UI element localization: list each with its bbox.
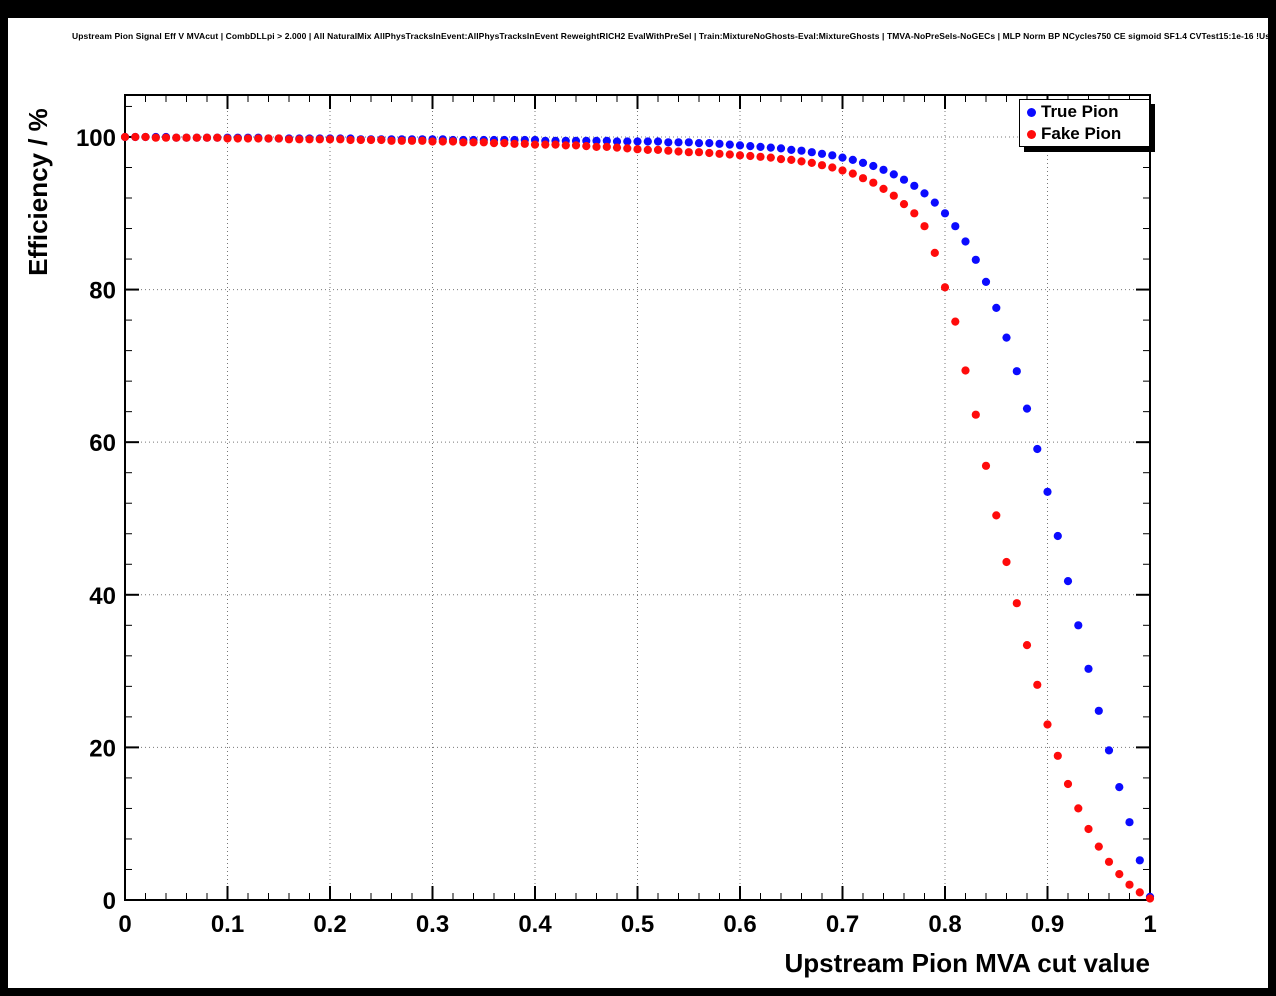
svg-text:20: 20 <box>89 735 116 762</box>
svg-text:0.5: 0.5 <box>621 911 654 938</box>
plot-title: Upstream Pion Signal Eff V MVAcut | Comb… <box>72 31 1276 41</box>
svg-text:0.3: 0.3 <box>416 911 449 938</box>
fake-pion-marker-icon <box>1027 129 1036 139</box>
svg-text:60: 60 <box>89 430 116 457</box>
true-pion-marker-icon <box>1027 107 1036 117</box>
svg-text:0.1: 0.1 <box>211 911 244 938</box>
svg-text:0: 0 <box>118 911 131 938</box>
svg-text:0.2: 0.2 <box>313 911 346 938</box>
legend-item-true-pion: True Pion <box>1027 102 1149 122</box>
svg-text:100: 100 <box>76 125 116 152</box>
svg-text:0.9: 0.9 <box>1031 911 1064 938</box>
svg-text:80: 80 <box>89 278 116 305</box>
series-layer <box>120 132 1155 903</box>
svg-text:0.4: 0.4 <box>518 911 552 938</box>
svg-text:0: 0 <box>103 888 116 915</box>
svg-text:0.7: 0.7 <box>826 911 859 938</box>
x-axis-title: Upstream Pion MVA cut value <box>784 948 1150 978</box>
svg-text:0.8: 0.8 <box>928 911 961 938</box>
svg-text:1: 1 <box>1143 911 1156 938</box>
legend-label-true-pion: True Pion <box>1041 102 1119 121</box>
legend: True Pion Fake Pion <box>1019 99 1150 147</box>
tick-labels-layer: 0 0.1 0.2 0.3 0.4 0.5 0.6 0.7 0.8 0.9 1 0 20 40 60 80 10… <box>76 125 1157 938</box>
series-fake-pion <box>120 132 1155 903</box>
svg-text:40: 40 <box>89 583 116 610</box>
y-axis-title: Efficiency / % <box>23 108 53 276</box>
grid-layer <box>125 95 1150 900</box>
svg-text:0.6: 0.6 <box>723 911 756 938</box>
legend-item-fake-pion: Fake Pion <box>1027 124 1149 144</box>
legend-label-fake-pion: Fake Pion <box>1041 124 1122 143</box>
